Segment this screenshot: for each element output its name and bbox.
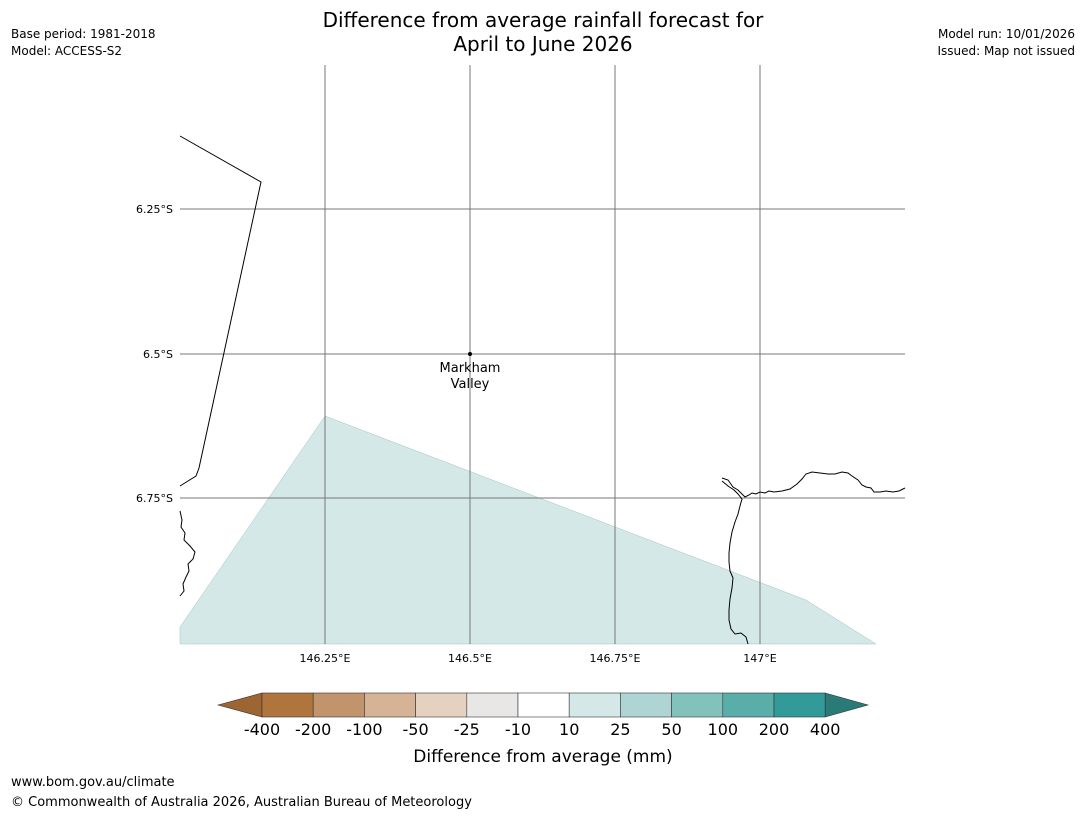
colorbar-tick-label: -25 (454, 720, 480, 739)
colorbar-segment (261, 692, 314, 718)
map-title: Difference from average rainfall forecas… (243, 8, 843, 56)
lon-label-147: 147°E (743, 652, 776, 665)
forecast-region (179, 415, 877, 645)
coastline-west (179, 510, 196, 597)
colorbar-tick-labels: -400 -200 -100 -50 -25 -10 10 25 50 100 200 400 (244, 720, 841, 739)
coastline-east (721, 471, 906, 498)
colorbar-tick-label: 25 (610, 720, 630, 739)
footer-url: www.bom.gov.au/climate (11, 775, 175, 790)
colorbar-segment (312, 692, 365, 718)
lat-label-6-25: 6.25°S (136, 203, 173, 216)
latitude-labels: 6.25°S 6.5°S 6.75°S (136, 203, 173, 505)
title-line-2: April to June 2026 (453, 32, 633, 56)
lat-label-6-75: 6.75°S (136, 492, 173, 505)
colorbar (216, 692, 870, 718)
colorbar-tick-label: -200 (295, 720, 331, 739)
lat-label-6-5: 6.5°S (143, 348, 173, 361)
border-line (179, 135, 262, 487)
colorbar-tick-label: -50 (403, 720, 429, 739)
colorbar-segment (722, 692, 775, 718)
colorbar-segment (671, 692, 724, 718)
river-east (721, 480, 749, 645)
map-metadata-right: Model run: 10/01/2026 Issued: Map not is… (937, 26, 1075, 60)
place-dot (468, 352, 472, 356)
base-period-text: Base period: 1981-2018 (11, 27, 156, 41)
colorbar-tick-label: 100 (708, 720, 739, 739)
colorbar-extend-high (824, 692, 870, 718)
issued-text: Issued: Map not issued (937, 44, 1075, 58)
colorbar-tick-label: -400 (244, 720, 280, 739)
lon-label-146-25: 146.25°E (300, 652, 351, 665)
colorbar-segment (620, 692, 672, 718)
model-text: Model: ACCESS-S2 (11, 44, 123, 58)
colorbar-segment (568, 692, 621, 718)
coastlines (179, 135, 906, 645)
colorbar-tick-label: -10 (505, 720, 531, 739)
lon-label-146-75: 146.75°E (590, 652, 641, 665)
place-marker: Markham Valley (440, 352, 501, 392)
colorbar-tick-label: -100 (346, 720, 382, 739)
map-metadata-left: Base period: 1981-2018 Model: ACCESS-S2 (11, 26, 156, 60)
colorbar-segment (773, 692, 826, 718)
colorbar-tick-label: 50 (661, 720, 681, 739)
colorbar-extend-low (216, 692, 263, 718)
colorbar-segment (466, 692, 519, 718)
colorbar-segment (415, 692, 468, 718)
colorbar-tick-label: 10 (559, 720, 579, 739)
place-label-line-2: Valley (451, 377, 490, 392)
colorbar-title: Difference from average (mm) (413, 747, 672, 767)
colorbar-tick-label: 400 (810, 720, 841, 739)
colorbar-tick-label: 200 (759, 720, 790, 739)
graticule (180, 65, 905, 644)
model-run-text: Model run: 10/01/2026 (937, 27, 1075, 41)
longitude-labels: 146.25°E 146.5°E 146.75°E 147°E (300, 652, 777, 665)
lon-label-146-5: 146.5°E (448, 652, 492, 665)
place-label-line-1: Markham (440, 361, 501, 376)
title-line-1: Difference from average rainfall forecas… (322, 8, 764, 32)
colorbar-segment (517, 692, 570, 718)
colorbar-segment (364, 692, 416, 718)
footer-copyright: © Commonwealth of Australia 2026, Austra… (11, 795, 472, 810)
